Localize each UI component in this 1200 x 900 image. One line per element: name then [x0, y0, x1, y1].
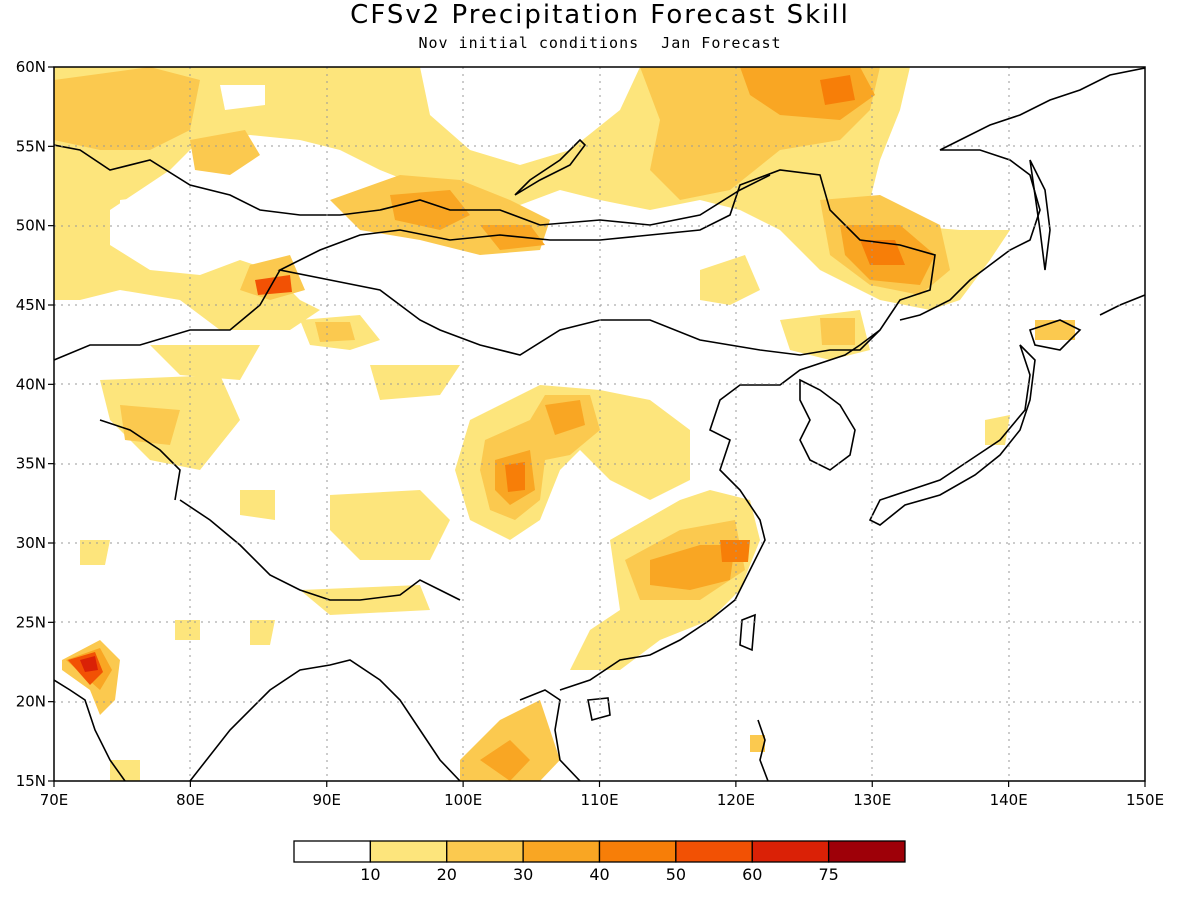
indochina-coast — [519, 689, 581, 781]
subtitle-init: Nov initial conditions — [418, 34, 640, 52]
skill-region-japan-north — [1035, 320, 1075, 340]
lat-tick-label: 30N — [16, 534, 46, 552]
eurasia-north-coast — [54, 144, 771, 226]
skill-region-central-dark-2 — [545, 400, 585, 435]
lat-tick-label: 55N — [16, 137, 46, 155]
colorbar-swatch — [598, 840, 677, 863]
hokkaido — [1028, 319, 1082, 351]
colorbar-swatch — [293, 840, 372, 863]
sakhalin — [1029, 159, 1051, 271]
lake-baikal — [514, 138, 587, 196]
skill-region-west-3-core — [120, 405, 180, 445]
skill-region-xinjiang-core — [255, 275, 292, 295]
grid-lines — [54, 67, 1145, 781]
skill-region-west-1-core — [315, 322, 355, 342]
colorbar-swatch — [751, 840, 830, 863]
skill-region-south-asia-1 — [175, 620, 200, 640]
lat-tick-label: 35N — [16, 455, 46, 473]
lat-tick-label: 20N — [16, 693, 46, 711]
skill-field — [54, 67, 1075, 781]
skill-region-southeast-dark — [650, 545, 735, 590]
skill-region-south-asia-2 — [250, 620, 275, 645]
himalaya-border — [179, 499, 461, 601]
colorbar-label: 20 — [437, 865, 457, 884]
colorbar-label: 60 — [742, 865, 762, 884]
colorbar-label: 40 — [589, 865, 609, 884]
subtitle-forecast: Jan Forecast — [661, 34, 782, 52]
skill-region-central-core — [505, 462, 525, 492]
lon-tick-label: 110E — [580, 791, 618, 809]
skill-region-luzon — [750, 735, 765, 752]
russian-pacific-coast — [899, 67, 1145, 321]
hainan — [587, 697, 611, 722]
lon-tick-label: 120E — [717, 791, 755, 809]
lat-tick-label: 45N — [16, 296, 46, 314]
skill-region-north-red-1 — [860, 240, 905, 265]
coastlines — [54, 67, 1145, 781]
pamir-border — [99, 419, 181, 501]
india-coast — [54, 679, 126, 781]
skill-gap-1 — [420, 67, 640, 165]
lon-tick-label: 150E — [1126, 791, 1164, 809]
skill-region-pakistan — [80, 540, 110, 565]
kazakh-border — [54, 269, 281, 361]
lat-tick-label: 40N — [16, 375, 46, 393]
skill-region-west-2 — [150, 345, 260, 380]
taiwan — [739, 613, 756, 652]
colorbar-swatch — [675, 840, 753, 863]
skill-region-korea-core — [820, 318, 855, 345]
korea-peninsula — [799, 378, 856, 471]
skill-region-southeast-core — [720, 540, 750, 562]
lon-tick-label: 80E — [176, 791, 205, 809]
colorbar-swatch — [369, 840, 448, 863]
skill-region-india-west-peak — [80, 656, 98, 672]
skill-gap-2 — [220, 85, 265, 110]
colorbar-swatch — [446, 840, 524, 863]
colorbar-label: 75 — [818, 865, 838, 884]
skill-region-north-mid — [54, 67, 200, 150]
lon-tick-label: 90E — [312, 791, 341, 809]
colorbar-swatch — [827, 840, 906, 863]
lat-tick-label: 15N — [16, 772, 46, 790]
skill-region-north-dark-4 — [480, 225, 545, 250]
colorbar-swatch — [522, 840, 601, 863]
axis-ticks: 70E 80E 90E 100E 110E 120E 130E 140E 150E 15N 20N 2… — [16, 58, 1164, 809]
lon-tick-label: 130E — [853, 791, 891, 809]
bay-of-bengal-coast — [189, 659, 461, 781]
colorbar-label: 30 — [513, 865, 533, 884]
lon-tick-label: 70E — [40, 791, 69, 809]
philippines — [757, 719, 769, 781]
figure-title: CFSv2 Precipitation Forecast Skill — [350, 0, 850, 30]
skill-region-indochina-core — [480, 740, 530, 781]
skill-region-tibet-1 — [240, 490, 275, 520]
colorbar: 10 20 30 40 50 60 75 — [293, 840, 906, 884]
china-mongolia-border — [277, 169, 936, 356]
japan-honshu — [868, 344, 1036, 526]
lat-tick-label: 60N — [16, 58, 46, 76]
figure-subtitle: Nov initial conditions Jan Forecast — [0, 34, 1200, 52]
skill-region-japan — [985, 415, 1010, 445]
skill-gap-3 — [120, 190, 220, 255]
colorbar-label: 10 — [360, 865, 380, 884]
skill-region-north-red-2 — [820, 75, 855, 105]
skill-region-north-mid-5 — [190, 130, 260, 175]
kamchatka — [1099, 294, 1145, 316]
skill-region-tibet-2 — [330, 490, 450, 560]
skill-region-north-dark-3 — [390, 190, 470, 230]
lon-tick-label: 100E — [444, 791, 482, 809]
china-east-coast — [559, 329, 881, 691]
skill-region-west-4 — [370, 365, 460, 400]
lat-tick-label: 50N — [16, 217, 46, 235]
skill-region-northeast-east — [700, 255, 760, 305]
lon-tick-label: 140E — [990, 791, 1028, 809]
skill-region-south-india — [110, 760, 140, 781]
colorbar-label: 50 — [666, 865, 686, 884]
lat-tick-label: 25N — [16, 613, 46, 631]
